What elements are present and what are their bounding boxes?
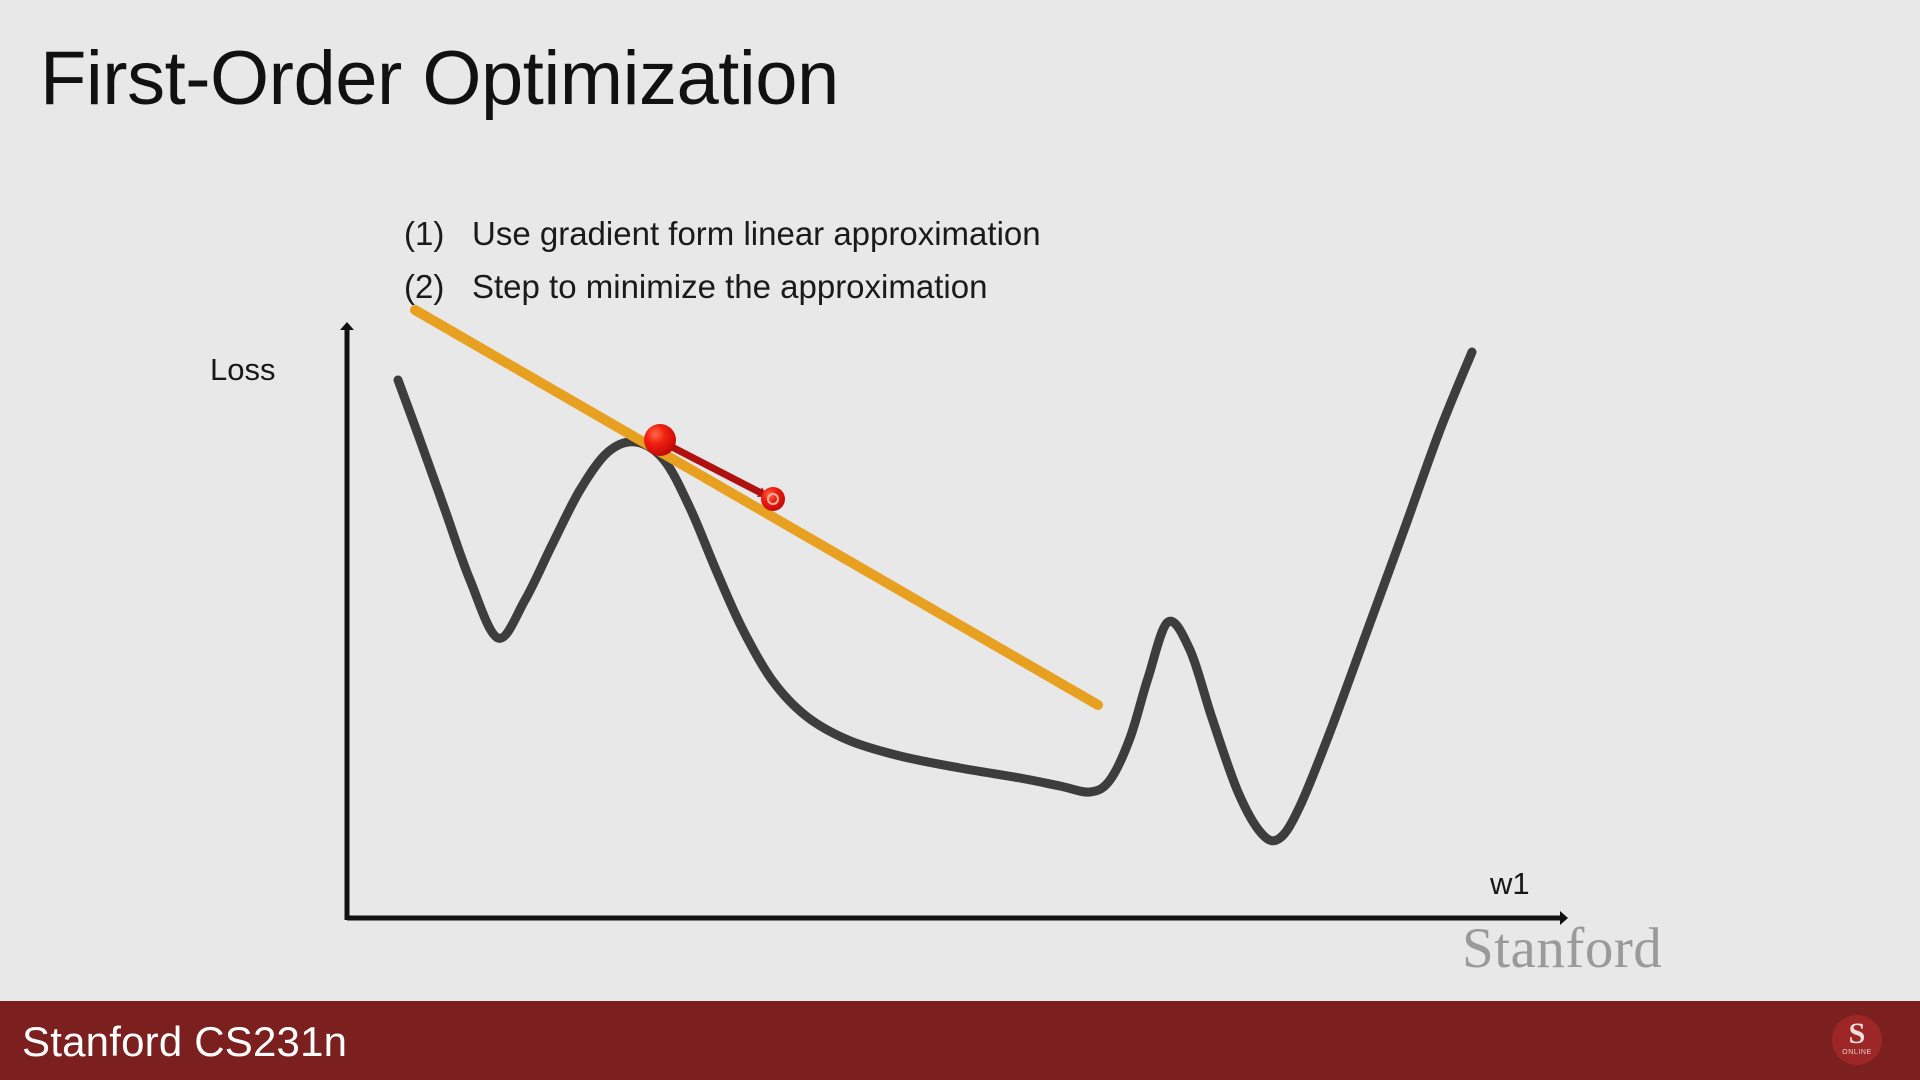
- y-axis-label: Loss: [210, 352, 276, 387]
- bullet-number: (2): [404, 268, 445, 305]
- footer-bar: Stanford CS231n S ONLINE: [0, 1001, 1920, 1080]
- stepped-point-highlight: [767, 493, 779, 505]
- bullet-list: (1) Use gradient form linear approximati…: [404, 207, 1041, 313]
- loss-curve: [393, 347, 1477, 846]
- loss-landscape-chart: [340, 305, 1568, 925]
- gradient-step-arrow: [668, 443, 768, 498]
- list-item: (1) Use gradient form linear approximati…: [404, 207, 1041, 260]
- stepped-point-marker: [761, 487, 785, 511]
- logo-circle: [1832, 1015, 1882, 1065]
- logo-letter: S: [1848, 1017, 1866, 1050]
- bullet-number: (1): [404, 215, 445, 252]
- current-point-marker: [644, 424, 676, 456]
- page-title: First-Order Optimization: [40, 36, 839, 121]
- tangent-line: [410, 305, 1103, 710]
- x-axis-label: w1: [1490, 866, 1530, 901]
- list-item: (2) Step to minimize the approximation: [404, 260, 1041, 313]
- stanford-watermark: Stanford: [1462, 917, 1663, 980]
- bullet-text: Use gradient form linear approximation: [472, 215, 1041, 252]
- logo-sublabel: ONLINE: [1842, 1049, 1872, 1056]
- bullet-text: Step to minimize the approximation: [472, 268, 988, 305]
- stanford-online-logo-icon: S ONLINE: [1832, 1015, 1882, 1065]
- footer-course-title: Stanford CS231n: [22, 1018, 348, 1065]
